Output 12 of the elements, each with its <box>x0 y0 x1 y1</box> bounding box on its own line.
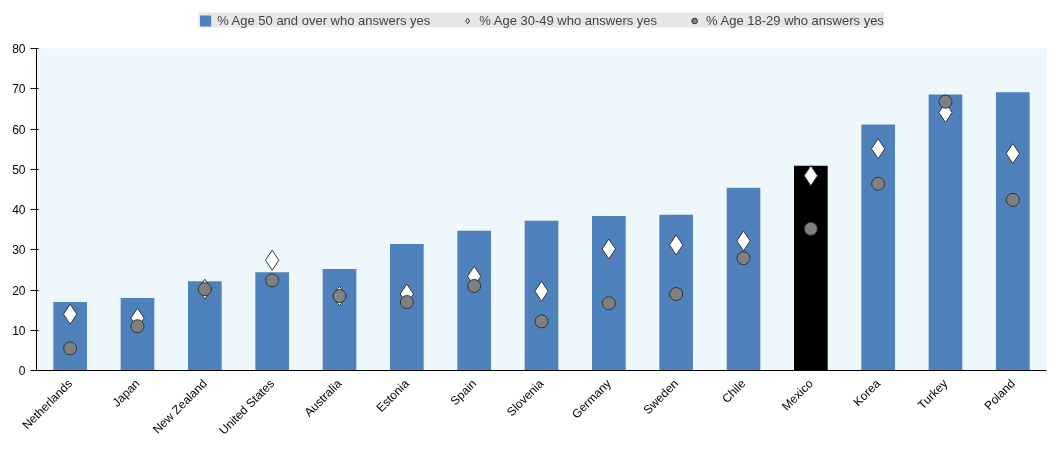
legend-label: % Age 30-49 who answers yes <box>479 12 658 28</box>
legend-label: % Age 50 and over who answers yes <box>217 12 431 28</box>
y-tick-label: 10 <box>12 323 26 338</box>
y-tick-label: 30 <box>12 243 26 258</box>
y-tick-label: 0 <box>18 364 26 378</box>
y-tick-label: 80 <box>12 42 26 56</box>
legend-label: % Age 18-29 who answers yes <box>706 12 884 28</box>
y-tick-label: 60 <box>12 122 26 137</box>
y-tick-label: 40 <box>12 203 26 217</box>
y-tick-label: 20 <box>12 283 26 298</box>
y-tick-label: 70 <box>12 82 26 97</box>
y-tick-label: 50 <box>12 162 26 177</box>
